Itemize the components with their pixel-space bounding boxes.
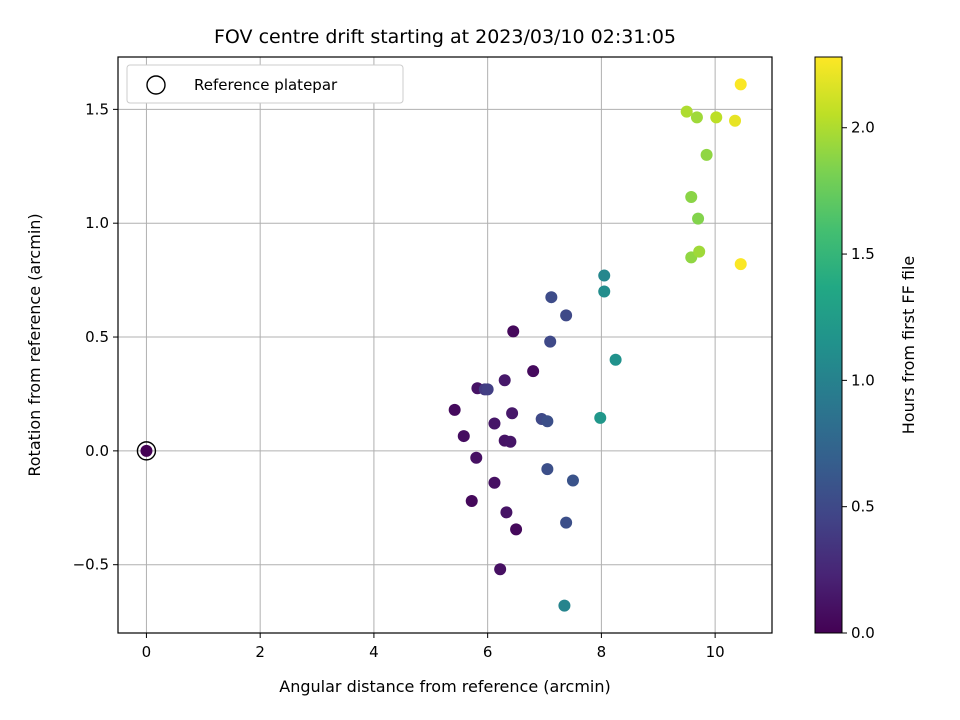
data-point — [494, 563, 507, 576]
data-point — [685, 191, 698, 204]
data-point — [470, 451, 483, 464]
data-point — [598, 285, 611, 298]
data-point — [541, 463, 554, 476]
data-point — [710, 111, 723, 124]
data-point — [140, 444, 153, 457]
data-point — [566, 474, 579, 487]
colorbar-tick-label: 0.0 — [851, 624, 875, 642]
data-point — [609, 353, 622, 366]
x-tick-label: 0 — [142, 643, 152, 661]
colorbar-label: Hours from first FF file — [899, 256, 918, 435]
x-axis-label: Angular distance from reference (arcmin) — [279, 677, 610, 696]
colorbar-tick-label: 2.0 — [851, 119, 875, 137]
y-axis-label: Rotation from reference (arcmin) — [25, 213, 44, 476]
legend: Reference platepar — [126, 64, 404, 104]
y-tick-label: 0.0 — [85, 442, 109, 460]
data-point — [558, 599, 571, 612]
y-tick-label: −0.5 — [73, 556, 109, 574]
y-tick-label: 1.0 — [85, 214, 109, 232]
colorbar-ticks: 0.0 0.5 1.0 1.5 2.0 — [842, 119, 875, 642]
data-point — [545, 291, 558, 304]
data-points — [136, 78, 747, 612]
data-point — [500, 506, 513, 519]
legend-marker-icon — [146, 75, 166, 95]
data-point — [527, 365, 540, 378]
x-tick-label: 10 — [706, 643, 725, 661]
data-point — [448, 403, 461, 416]
data-point — [465, 494, 478, 507]
data-point — [690, 111, 703, 124]
data-point — [507, 325, 520, 338]
data-point — [700, 148, 713, 161]
data-point — [544, 335, 557, 348]
data-point — [481, 383, 494, 396]
data-point — [598, 269, 611, 282]
data-point — [729, 114, 742, 127]
x-tick-label: 8 — [597, 643, 607, 661]
data-point — [488, 417, 501, 430]
data-point — [692, 212, 705, 225]
data-point — [680, 105, 693, 118]
x-tick-label: 2 — [255, 643, 265, 661]
data-point — [693, 245, 706, 258]
y-tick-label: 0.5 — [85, 328, 109, 346]
data-point — [734, 78, 747, 91]
data-point — [504, 435, 517, 448]
data-point — [541, 415, 554, 428]
colorbar: 0.0 0.5 1.0 1.5 2.0 Hours from first FF file — [814, 56, 918, 642]
data-point — [734, 258, 747, 271]
data-point — [510, 523, 523, 536]
data-point — [594, 411, 607, 424]
x-tick-label: 4 — [369, 643, 379, 661]
colorbar-tick-label: 1.0 — [851, 371, 875, 389]
plot-frame — [117, 56, 773, 634]
data-point — [488, 476, 501, 489]
legend-box — [126, 64, 404, 104]
colorbar-tick-label: 0.5 — [851, 498, 875, 516]
legend-label: Reference platepar — [194, 76, 338, 94]
x-tick-label: 6 — [483, 643, 493, 661]
data-point — [457, 430, 470, 443]
data-point — [506, 407, 519, 420]
x-axis-ticks: 0 2 4 6 8 10 — [142, 633, 725, 661]
data-point — [560, 309, 573, 322]
y-tick-label: 1.5 — [85, 100, 109, 118]
y-axis-ticks: −0.5 0.0 0.5 1.0 1.5 — [73, 100, 118, 574]
plot-area — [118, 57, 772, 633]
colorbar-tick-label: 1.5 — [851, 245, 875, 263]
colorbar-gradient — [814, 56, 843, 634]
data-point — [560, 516, 573, 529]
reference-platepar-marker — [136, 441, 157, 461]
data-point — [498, 374, 511, 387]
chart-title: FOV centre drift starting at 2023/03/10 … — [214, 26, 676, 48]
grid-lines — [118, 57, 772, 633]
